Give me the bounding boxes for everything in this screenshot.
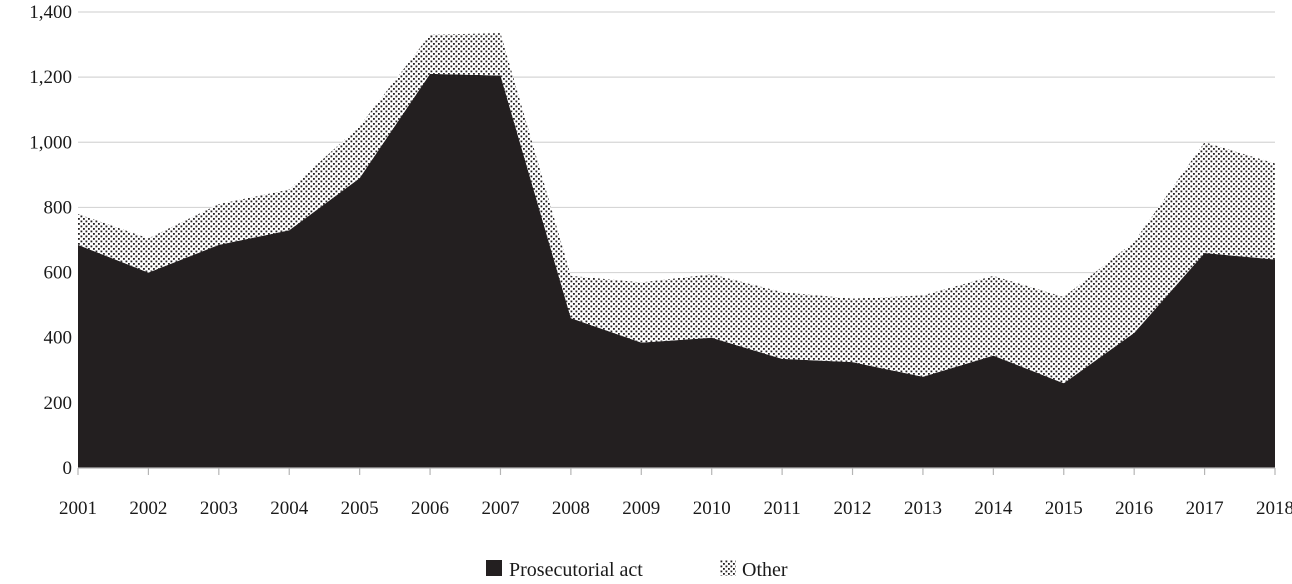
area-other	[78, 33, 1275, 384]
y-tick-label-1000: 1,000	[29, 132, 72, 153]
y-tick-label-1400: 1,400	[29, 2, 72, 23]
x-axis-tick-labels: 2001 2002 2003 2004 2005 2006 2007 2008 2009 2010…	[59, 498, 1292, 519]
x-tick-label-2012: 2012	[834, 498, 872, 519]
y-tick-label-1200: 1,200	[29, 67, 72, 88]
y-tick-label-0: 0	[63, 458, 73, 479]
x-tick-label-2015: 2015	[1045, 498, 1083, 519]
x-tick-label-2006: 2006	[411, 498, 449, 519]
y-tick-label-400: 400	[44, 328, 73, 349]
x-tick-label-2018: 2018	[1256, 498, 1292, 519]
x-tick-label-2014: 2014	[974, 498, 1013, 519]
x-tick-label-2005: 2005	[341, 498, 379, 519]
legend-label-prosecutorial-act: Prosecutorial act	[509, 559, 643, 581]
x-tick-label-2003: 2003	[200, 498, 238, 519]
y-tick-label-600: 600	[44, 263, 73, 284]
legend-swatch-prosecutorial-act	[486, 560, 502, 576]
x-tick-label-2004: 2004	[270, 498, 309, 519]
y-axis-tick-labels: 0 200 400 600 800 1,000 1,200 1,400	[29, 2, 72, 479]
axes	[77, 467, 1276, 475]
x-tick-label-2011: 2011	[763, 498, 800, 519]
legend: Prosecutorial act Other	[486, 559, 788, 581]
x-tick-label-2001: 2001	[59, 498, 97, 519]
x-tick-label-2002: 2002	[129, 498, 167, 519]
y-tick-label-800: 800	[44, 197, 73, 218]
plot-areas	[78, 33, 1275, 468]
y-tick-label-200: 200	[44, 393, 73, 414]
x-tick-label-2016: 2016	[1115, 498, 1153, 519]
x-tick-label-2008: 2008	[552, 498, 590, 519]
area-prosecutorial-act	[78, 73, 1275, 468]
x-tick-label-2010: 2010	[693, 498, 731, 519]
x-tick-label-2007: 2007	[481, 498, 519, 519]
x-tick-label-2009: 2009	[622, 498, 660, 519]
x-tick-label-2017: 2017	[1186, 498, 1224, 519]
legend-swatch-other	[720, 560, 736, 576]
legend-label-other: Other	[742, 559, 788, 581]
x-tick-label-2013: 2013	[904, 498, 942, 519]
